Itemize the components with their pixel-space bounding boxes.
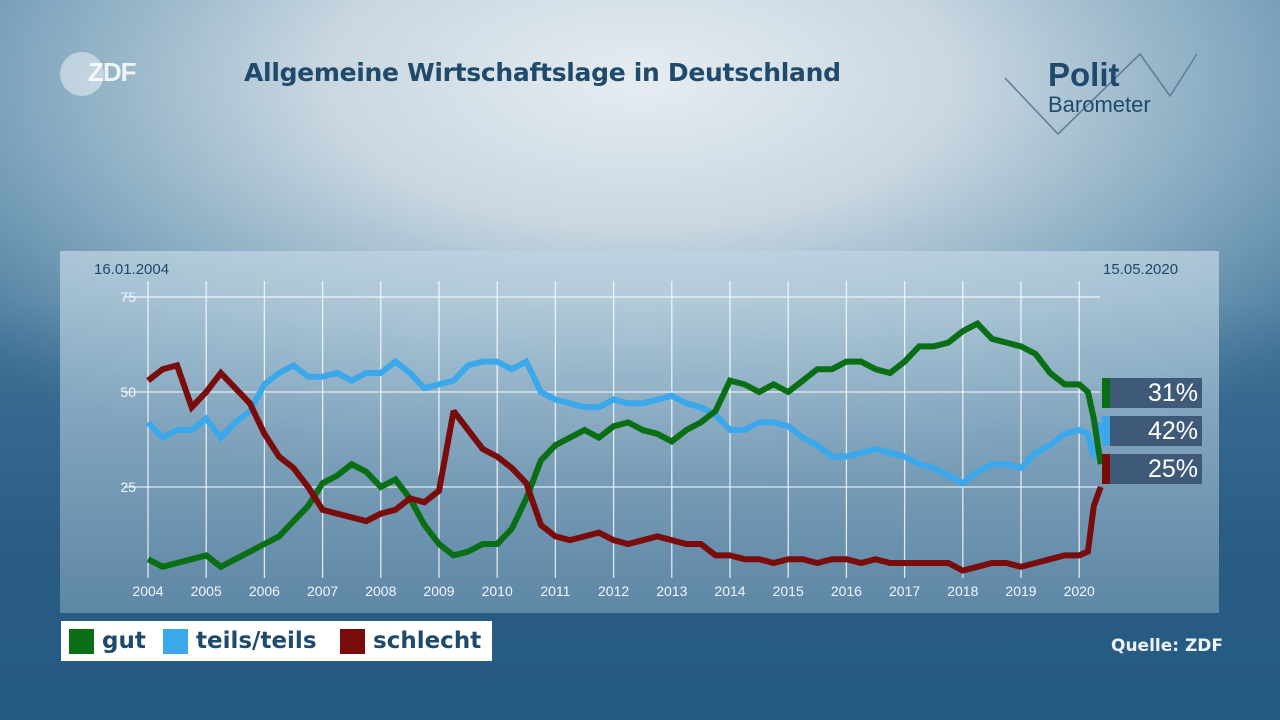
source-label: Quelle: ZDF xyxy=(1111,636,1224,656)
legend-swatch-schlecht xyxy=(340,628,365,654)
badge-value: 31% xyxy=(1147,379,1198,407)
badge-color-bar xyxy=(1102,454,1110,484)
legend-label-schlecht: schlecht xyxy=(373,628,482,654)
zdf-logo xyxy=(60,52,104,96)
legend-item-schlecht: schlecht xyxy=(340,627,481,655)
x-tick-label: 2020 xyxy=(1064,583,1095,599)
y-tick-label: 25 xyxy=(120,479,136,495)
badge-value: 25% xyxy=(1147,455,1198,483)
x-tick-label: 2013 xyxy=(656,583,687,599)
politbarometer-polit-text: Polit xyxy=(1048,56,1120,93)
end-date-label: 15.05.2020 xyxy=(1103,261,1179,278)
y-axis-ticks: 75 50 25 xyxy=(120,289,136,495)
legend-label-gut: gut xyxy=(102,628,146,654)
series-line-teils-teils xyxy=(145,357,1104,487)
legend-item-gut: gut xyxy=(69,627,146,655)
x-tick-label: 2008 xyxy=(365,583,396,599)
x-tick-label: 2004 xyxy=(132,583,163,599)
start-date-label: 16.01.2004 xyxy=(94,261,170,278)
x-tick-label: 2019 xyxy=(1005,583,1036,599)
final-value-badge-schlecht: 25% xyxy=(1102,454,1202,484)
legend-swatch-gut xyxy=(69,628,94,654)
zdf-logo-text: ZDF xyxy=(88,57,137,87)
series-line-gut xyxy=(146,319,1104,571)
legend-item-teils: teils/teils xyxy=(163,627,317,655)
y-tick-label: 50 xyxy=(120,384,136,400)
x-tick-label: 2017 xyxy=(889,583,920,599)
x-tick-label: 2014 xyxy=(714,583,745,599)
badge-color-bar xyxy=(1102,378,1110,408)
legend-label-teils: teils/teils xyxy=(196,628,317,654)
page-title: Allgemeine Wirtschaftslage in Deutschlan… xyxy=(244,58,841,87)
politbarometer-barometer-text: Barometer xyxy=(1048,92,1151,117)
chart-legend: gut teils/teils schlecht xyxy=(61,621,492,661)
y-tick-label: 75 xyxy=(120,289,136,305)
x-tick-label: 2011 xyxy=(540,583,570,599)
x-tick-label: 2018 xyxy=(947,583,978,599)
legend-swatch-teils xyxy=(163,628,188,654)
x-tick-label: 2016 xyxy=(831,583,862,599)
badge-color-bar xyxy=(1102,416,1110,446)
politbarometer-logo: Polit Barometer xyxy=(1000,48,1200,138)
chart-series-lines xyxy=(145,319,1104,574)
final-value-badge-gut: 31% xyxy=(1102,378,1202,408)
x-axis-ticks: 2004 2005 2006 2007 2008 2009 2010 2011 2012 2013… xyxy=(132,583,1095,599)
final-value-badge-teils-teils: 42% xyxy=(1102,416,1202,446)
x-tick-label: 2007 xyxy=(307,583,338,599)
x-tick-label: 2010 xyxy=(482,583,513,599)
politbarometer-zigzag-icon xyxy=(1004,52,1198,136)
x-tick-label: 2006 xyxy=(249,583,280,599)
badge-value: 42% xyxy=(1147,417,1198,445)
x-tick-label: 2009 xyxy=(423,583,454,599)
x-tick-label: 2015 xyxy=(773,583,804,599)
series-line-schlecht xyxy=(146,361,1104,574)
x-tick-label: 2005 xyxy=(191,583,222,599)
x-tick-label: 2012 xyxy=(598,583,629,599)
